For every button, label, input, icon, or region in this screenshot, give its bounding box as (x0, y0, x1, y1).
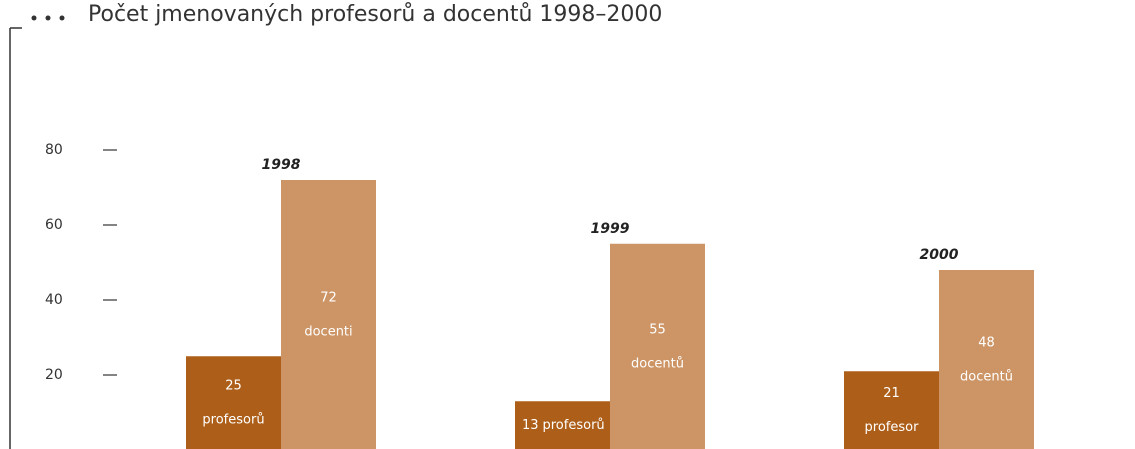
bar-label: docentů (631, 356, 684, 371)
category-label: 1998 (262, 157, 301, 173)
bar (939, 270, 1034, 449)
decoration (9, 27, 22, 449)
dot (59, 15, 65, 21)
dot (31, 15, 37, 21)
title-dots (31, 15, 65, 21)
value-label: 21 (883, 386, 900, 401)
bar-label: docentů (960, 370, 1013, 385)
bar-label: profesor (865, 420, 920, 435)
bar-label: profesorů (543, 418, 605, 433)
bar (281, 180, 376, 449)
y-tick-label: 80 (45, 142, 63, 158)
bar-label: docenti (304, 325, 352, 340)
bar (610, 243, 705, 449)
category-label: 1999 (591, 221, 630, 237)
y-tick-label: 20 (45, 367, 63, 383)
value-label: 13 (522, 418, 539, 433)
bar (186, 356, 281, 449)
value-label: 25 (225, 379, 242, 394)
value-label: 48 (978, 336, 995, 351)
bar (844, 371, 939, 449)
category-label: 2000 (920, 247, 959, 263)
bar (515, 401, 610, 449)
y-tick-label: 40 (45, 292, 63, 308)
value-label: 55 (649, 322, 666, 337)
chart-title: Počet jmenovaných profesorů a docentů 19… (88, 2, 662, 27)
dot (45, 15, 51, 21)
bar-label: profesorů (202, 413, 264, 428)
y-tick-label: 60 (45, 217, 63, 233)
value-label: 72 (320, 291, 337, 306)
